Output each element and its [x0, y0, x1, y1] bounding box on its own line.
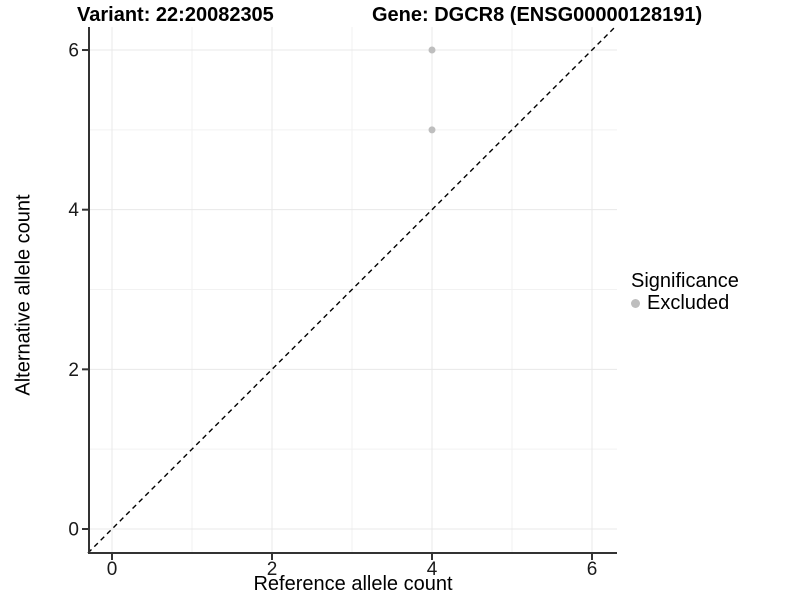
legend-item-label: Excluded [647, 292, 730, 314]
x-tick-label: 4 [427, 559, 438, 580]
y-tick-label: 6 [68, 41, 79, 62]
excluded-point-icon [631, 298, 640, 308]
x-tick-label: 2 [267, 559, 278, 580]
y-axis-label: Alternative allele count [12, 194, 35, 396]
identity-dashed-line [87, 26, 616, 554]
data-point [428, 126, 436, 134]
data-point [428, 46, 436, 54]
y-tick-label: 0 [68, 520, 79, 541]
x-tick-label: 0 [107, 559, 118, 580]
x-axis-label: Reference allele count [253, 573, 453, 595]
gene-title: Gene: DGCR8 (ENSG00000128191) [372, 4, 703, 26]
x-tick-label: 6 [587, 559, 598, 580]
y-tick-label: 4 [68, 200, 79, 221]
legend-item-excluded: Excluded [631, 292, 739, 314]
legend-title: Significance [631, 270, 739, 292]
legend: Significance Excluded [631, 270, 739, 314]
y-tick-label: 2 [68, 360, 79, 381]
variant-title: Variant: 22:20082305 [77, 4, 274, 26]
